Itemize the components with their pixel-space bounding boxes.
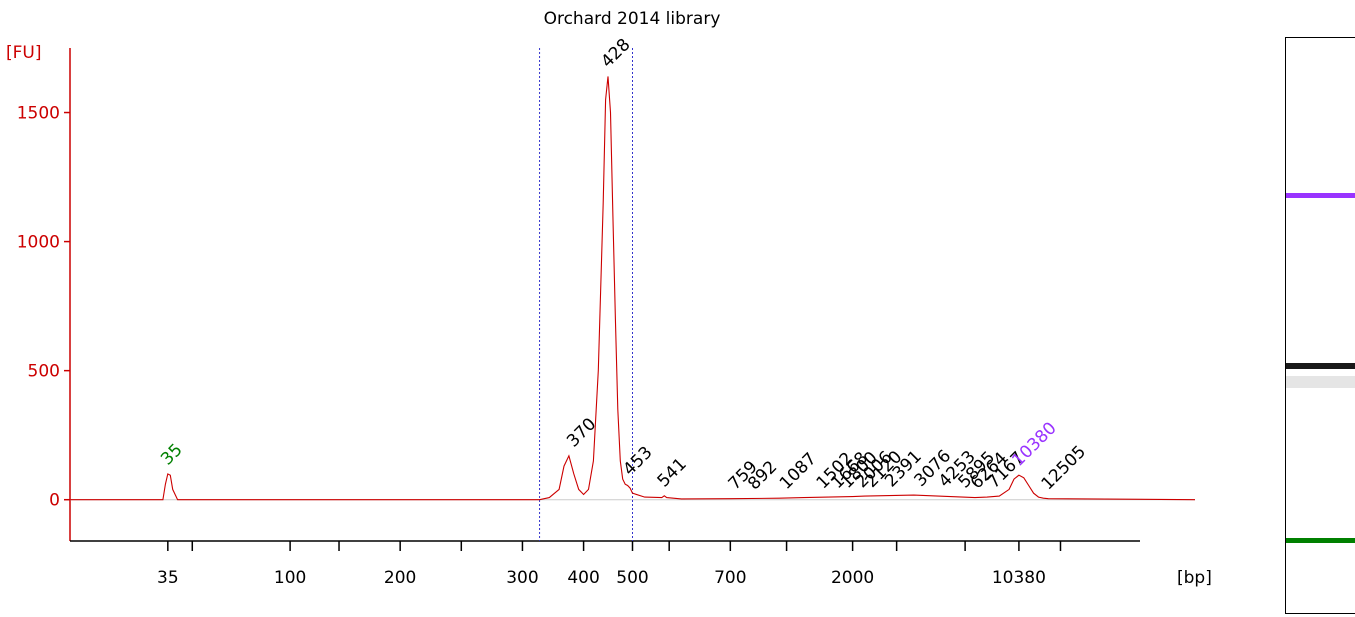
x-tick-label: 100 [274, 568, 306, 588]
x-tick-label: 10380 [992, 568, 1046, 588]
gel-smear [1286, 376, 1355, 388]
gel-band-lower-marker [1286, 538, 1355, 543]
x-tick-label: 300 [506, 568, 538, 588]
gel-lane [1286, 193, 1355, 543]
x-tick-label: 2000 [831, 568, 874, 588]
y-tick-label: 0 [49, 491, 60, 511]
gel-band-upper-marker [1286, 193, 1355, 198]
peak-label: 12505 [1038, 442, 1090, 494]
y-axis-label: [FU] [6, 43, 42, 63]
x-tick-label: 200 [384, 568, 416, 588]
peak-label: 1087 [776, 449, 821, 494]
gel-band-library-main [1286, 363, 1355, 369]
electropherogram-chart: Orchard 2014 library [FU] [bp] 0 500 1000 1… [6, 9, 1212, 588]
x-tick-label: 400 [567, 568, 599, 588]
x-tick-label: 700 [714, 568, 746, 588]
peak-label: 428 [597, 35, 634, 72]
chart-title: Orchard 2014 library [544, 9, 721, 29]
peak-label: 10380 [1008, 418, 1060, 470]
gel-lane-panel [1285, 37, 1355, 614]
y-tick-label: 1500 [17, 104, 60, 124]
plot-area: 0 500 1000 1500 35 100 200 300 400 500 700 2000 1038… [17, 35, 1196, 588]
y-tick-label: 500 [28, 362, 60, 382]
x-tick-label: 35 [157, 568, 179, 588]
peak-label: 541 [654, 454, 691, 491]
peak-label: 35 [157, 440, 186, 469]
peak-label: 453 [619, 443, 656, 480]
x-tick-label: 500 [616, 568, 648, 588]
x-axis-label: [bp] [1177, 568, 1212, 588]
y-tick-label: 1000 [17, 233, 60, 253]
signal-trace [70, 76, 1196, 501]
